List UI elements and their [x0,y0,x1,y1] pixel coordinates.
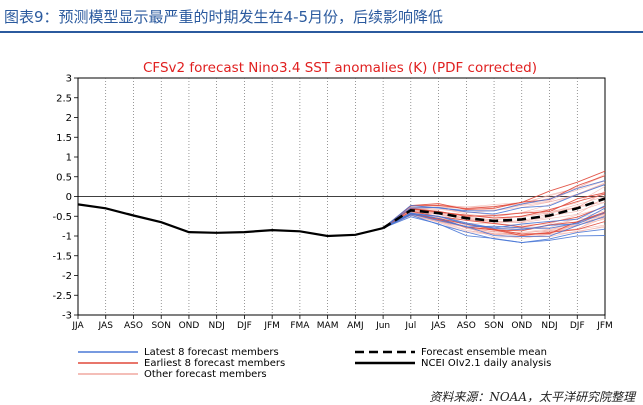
x-tick-label: MAM [317,321,339,331]
grid-lines [105,78,578,315]
x-tick-label: JAS [430,321,446,331]
forecast-member-line [382,212,606,232]
x-tick-label: FMA [290,321,310,331]
y-tick-label: -1 [62,232,72,243]
x-tick-label: JJA [71,321,84,331]
x-tick-label: JAS [98,321,114,331]
figure-title: 图表9：预测模型显示最严重的时期发生在4-5月份，后续影响降低 [4,8,444,26]
x-tick-label: OND [179,321,200,331]
y-tick-label: 0.5 [56,172,72,183]
x-tick-label: AMJ [347,321,364,331]
y-tick-label: 2 [66,113,72,124]
y-tick-label: 1.5 [56,133,72,144]
observed-series-line [77,203,384,238]
x-tick-label: SON [484,321,504,331]
chart-title: CFSv2 forecast Nino3.4 SST anomalies (K)… [143,60,537,76]
main-series [77,197,606,238]
y-tick-label: 0 [66,192,72,203]
ensemble-mean-line [382,197,606,230]
y-tick-label: 2.5 [56,93,72,104]
forecast-member-line [382,206,606,229]
x-tick-label: Jul [404,321,416,331]
x-tick-label: NDJ [541,321,557,331]
x-tick-label: JFM [263,321,280,331]
forecast-member-line [382,192,606,229]
forecast-member-line [382,170,606,229]
y-tick-label: 3 [66,74,72,85]
forecast-member-line [382,207,606,229]
y-tick-label: 1 [66,153,72,164]
x-tick-label: OND [511,321,532,331]
y-axis: 3 2.5 2 1.5 1 0.5 0 -0.5 -1 -1.5 -2 -2.5 -3 [52,74,78,322]
legend-label-latest: Latest 8 forecast members [144,347,279,358]
source-note: 资料来源：NOAA，太平洋研究院整理 [429,390,635,404]
forecast-member-line [382,175,606,229]
y-tick-label: -1.5 [52,251,72,262]
legend-label-mean: Forecast ensemble mean [421,347,547,358]
x-tick-label: ASO [457,321,476,331]
x-tick-label: DJF [570,321,585,331]
x-tick-label: DJF [237,321,252,331]
legend-label-earliest: Earliest 8 forecast members [144,358,285,369]
forecast-member-line [382,180,606,229]
y-tick-label: -3 [62,311,72,322]
y-tick-label: -0.5 [52,212,72,223]
x-axis: JJA JAS ASO SON OND NDJ DJF JFM FMA MAM AMJ Jun Jul J… [71,315,613,331]
legend-label-observed: NCEI OIv2.1 daily analysis [421,358,551,369]
forecast-member-line [382,214,606,244]
forecast-member-line [382,184,606,229]
forecast-member-line [382,180,606,229]
x-tick-label: ASO [124,321,143,331]
forecast-member-line [382,216,606,244]
x-tick-label: Jun [375,321,390,331]
y-tick-label: -2 [62,271,72,282]
x-tick-label: SON [151,321,171,331]
forecast-member-line [382,213,606,238]
x-tick-label: JFM [596,321,613,331]
y-tick-label: -2.5 [52,291,72,302]
title-divider [0,31,643,33]
x-tick-label: NDJ [209,321,225,331]
forecast-members [382,170,606,244]
forecast-member-line [382,214,606,238]
legend: Latest 8 forecast members Earliest 8 for… [78,347,551,380]
legend-label-other: Other forecast members [144,369,267,380]
